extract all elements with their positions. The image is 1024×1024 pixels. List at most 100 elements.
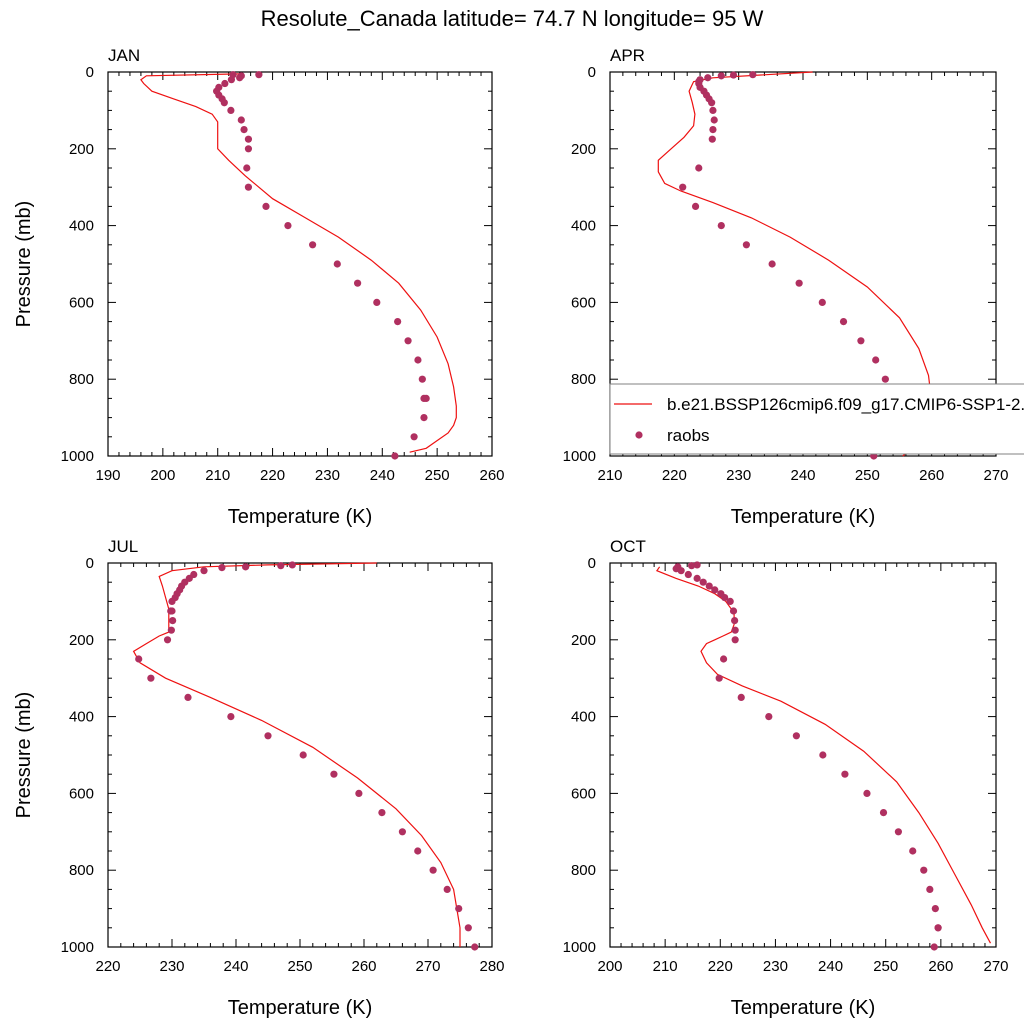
raobs-point	[693, 561, 701, 569]
raobs-point	[373, 298, 381, 306]
raobs-point	[221, 79, 229, 88]
x-tick-label: 260	[351, 958, 376, 975]
raobs-point	[684, 570, 692, 579]
x-tick-label: 270	[983, 958, 1008, 975]
panel-oct: OCT 200 210 220 230 240 250 260 270 0 200 400 600 800…	[563, 537, 1009, 1019]
raobs-point	[355, 789, 363, 798]
x-tick-label: 280	[479, 958, 504, 975]
raobs-point	[299, 751, 307, 759]
raobs-point	[726, 597, 734, 606]
raobs-point	[471, 943, 479, 951]
raobs-point	[184, 693, 192, 702]
raobs-point	[147, 674, 155, 682]
plot-frame	[609, 562, 997, 948]
raobs-point	[839, 318, 848, 326]
raobs-point	[731, 617, 739, 625]
raobs-point	[414, 847, 422, 855]
raobs-point	[227, 76, 236, 84]
raobs-point	[857, 337, 865, 345]
y-tick-label: 600	[69, 785, 94, 802]
raobs-point	[715, 674, 723, 682]
panel-jan: JAN 190 200 210 220 230 240 250 260 0 200 400 600 800…	[13, 46, 505, 528]
raobs-point	[354, 279, 362, 287]
raobs-point	[819, 751, 827, 759]
y-tick-label: 0	[588, 64, 596, 81]
y-tick-label: 600	[69, 294, 94, 311]
raobs-point	[934, 924, 942, 932]
raobs-point	[691, 202, 700, 210]
raobs-point	[717, 72, 725, 80]
model-profile-line	[132, 562, 461, 947]
raobs-point	[135, 655, 143, 663]
raobs-point	[244, 145, 253, 153]
panel-apr: APR 210 220 230 240 250 260 270 0 200 400 600 800 100…	[563, 46, 1009, 528]
raobs-point	[398, 828, 406, 836]
raobs-point	[240, 126, 248, 134]
raobs-point	[920, 866, 928, 874]
raobs-point	[284, 222, 292, 230]
x-tick-label: 210	[205, 467, 230, 484]
y-tick-label: 0	[86, 64, 94, 81]
raobs-point	[200, 567, 208, 575]
x-tick-label: 270	[415, 958, 440, 975]
y-tick-label: 400	[571, 709, 596, 726]
x-tick-label: 250	[425, 467, 450, 484]
y-tick-label: 400	[69, 709, 94, 726]
raobs-point	[926, 885, 934, 894]
raobs-point	[237, 116, 245, 124]
raobs-point	[792, 732, 800, 740]
y-tick-label: 200	[571, 632, 596, 649]
raobs-point	[731, 636, 739, 644]
raobs-point	[330, 770, 338, 778]
x-tick-label: 230	[315, 467, 340, 484]
legend-entry-label: b.e21.BSSP126cmip6.f09_g17.CMIP6-SSP1-2.…	[667, 395, 1024, 414]
raobs-point	[236, 74, 244, 82]
legend: b.e21.BSSP126cmip6.f09_g17.CMIP6-SSP1-2.…	[609, 383, 1024, 455]
panel-jul: JUL 220 230 240 250 260 270 280 0 200 400 600 800 100…	[13, 537, 505, 1019]
y-axis-label: Pressure (mb)	[13, 201, 35, 328]
raobs-point	[872, 356, 880, 364]
x-tick-label: 220	[708, 958, 733, 975]
raobs-point	[931, 905, 939, 913]
raobs-point	[169, 617, 177, 625]
raobs-point	[688, 562, 696, 570]
x-tick-label: 210	[653, 958, 678, 975]
raobs-point	[729, 607, 738, 615]
raobs-point	[881, 375, 889, 383]
panel-title: JUL	[108, 537, 138, 556]
raobs-point	[391, 452, 399, 460]
y-tick-label: 800	[571, 862, 596, 879]
raobs-point	[708, 135, 716, 143]
x-tick-label: 240	[818, 958, 843, 975]
raobs-point	[695, 164, 703, 172]
raobs-point	[709, 106, 717, 114]
raobs-point	[731, 626, 739, 634]
raobs-point	[262, 202, 270, 210]
raobs-point	[879, 809, 888, 817]
y-tick-label: 200	[69, 632, 94, 649]
x-axis-label: Temperature (K)	[731, 506, 876, 528]
raobs-point	[404, 337, 412, 345]
raobs-point	[677, 567, 685, 575]
x-tick-label: 210	[597, 467, 622, 484]
raobs-point	[699, 578, 707, 586]
raobs-point	[930, 943, 938, 951]
x-axis-label: Temperature (K)	[228, 506, 373, 528]
y-axis-label: Pressure (mb)	[13, 692, 35, 819]
model-profile-line	[140, 73, 457, 453]
raobs-point	[909, 847, 917, 855]
raobs-point	[709, 126, 717, 134]
raobs-point	[414, 356, 422, 364]
raobs-point	[729, 71, 738, 79]
x-tick-label: 190	[95, 467, 120, 484]
raobs-point	[693, 574, 701, 582]
y-tick-label: 400	[69, 218, 94, 235]
x-tick-label: 260	[928, 958, 953, 975]
raobs-point	[309, 241, 317, 249]
raobs-point	[255, 71, 263, 79]
plot-frame	[107, 71, 493, 457]
raobs-point	[168, 607, 176, 615]
y-tick-label: 600	[571, 785, 596, 802]
raobs-point	[711, 586, 719, 594]
raobs-point	[410, 433, 418, 441]
